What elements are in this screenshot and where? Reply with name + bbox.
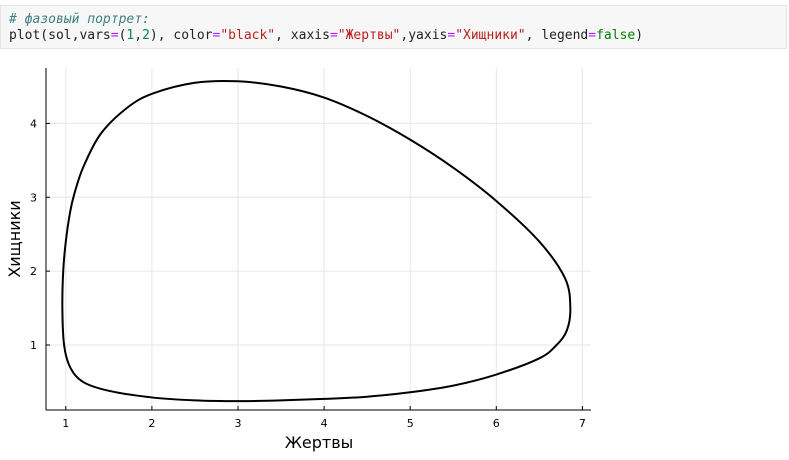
code-token-string: "Хищники": [455, 28, 526, 43]
code-token-eq: =: [110, 28, 119, 43]
y-axis-title: Хищники: [5, 200, 24, 277]
code-token-text: ,yaxis: [400, 28, 448, 43]
x-tick-label: 1: [62, 417, 69, 430]
code-token-end: ): [635, 28, 644, 43]
code-token-string: "black": [220, 28, 276, 43]
code-token-text: , xaxis: [275, 28, 330, 43]
x-tick-label: 7: [579, 417, 586, 430]
x-tick-label: 4: [321, 417, 328, 430]
code-token-eq: =: [329, 28, 338, 43]
x-tick-label: 3: [234, 417, 241, 430]
code-comment: # фазовый портрет:: [9, 12, 150, 27]
code-token-num: 1: [126, 28, 135, 43]
code-line: plot(sol,vars=(1,2), color="black", xaxi…: [9, 28, 778, 44]
code-token-comma: ,: [134, 28, 143, 43]
y-tick-label: 4: [30, 117, 37, 130]
code-token-eq: =: [447, 28, 456, 43]
code-token-eq: =: [588, 28, 597, 43]
y-tick-label: 1: [30, 339, 37, 352]
code-token-string: "Жертвы": [337, 28, 401, 43]
code-token-keyword: false: [596, 28, 636, 43]
y-tick-label: 3: [30, 191, 37, 204]
plot-grid: [46, 68, 591, 410]
phase-portrait-plot: 1 2 3 4 5 6 7 1 2 3 4 Жертвы Хищники: [5, 68, 591, 452]
x-tick-label: 5: [407, 417, 414, 430]
y-tick-label: 2: [30, 265, 37, 278]
code-token-text: , legend: [525, 28, 589, 43]
code-token-close: ), color: [149, 28, 213, 43]
y-ticks: 1 2 3 4: [30, 117, 50, 352]
x-tick-label: 2: [148, 417, 155, 430]
x-tick-label: 6: [493, 417, 500, 430]
phase-curve: [61, 79, 572, 403]
code-token-eq: =: [212, 28, 221, 43]
x-axis-title: Жертвы: [285, 433, 354, 452]
code-cell[interactable]: # фазовый портрет: plot(sol,vars=(1,2), c…: [0, 5, 787, 49]
code-token-num: 2: [142, 28, 150, 43]
x-ticks: 1 2 3 4 5 6 7: [62, 406, 586, 430]
code-token-open: (: [118, 28, 127, 43]
code-token-fn: plot(sol,vars: [9, 28, 111, 43]
